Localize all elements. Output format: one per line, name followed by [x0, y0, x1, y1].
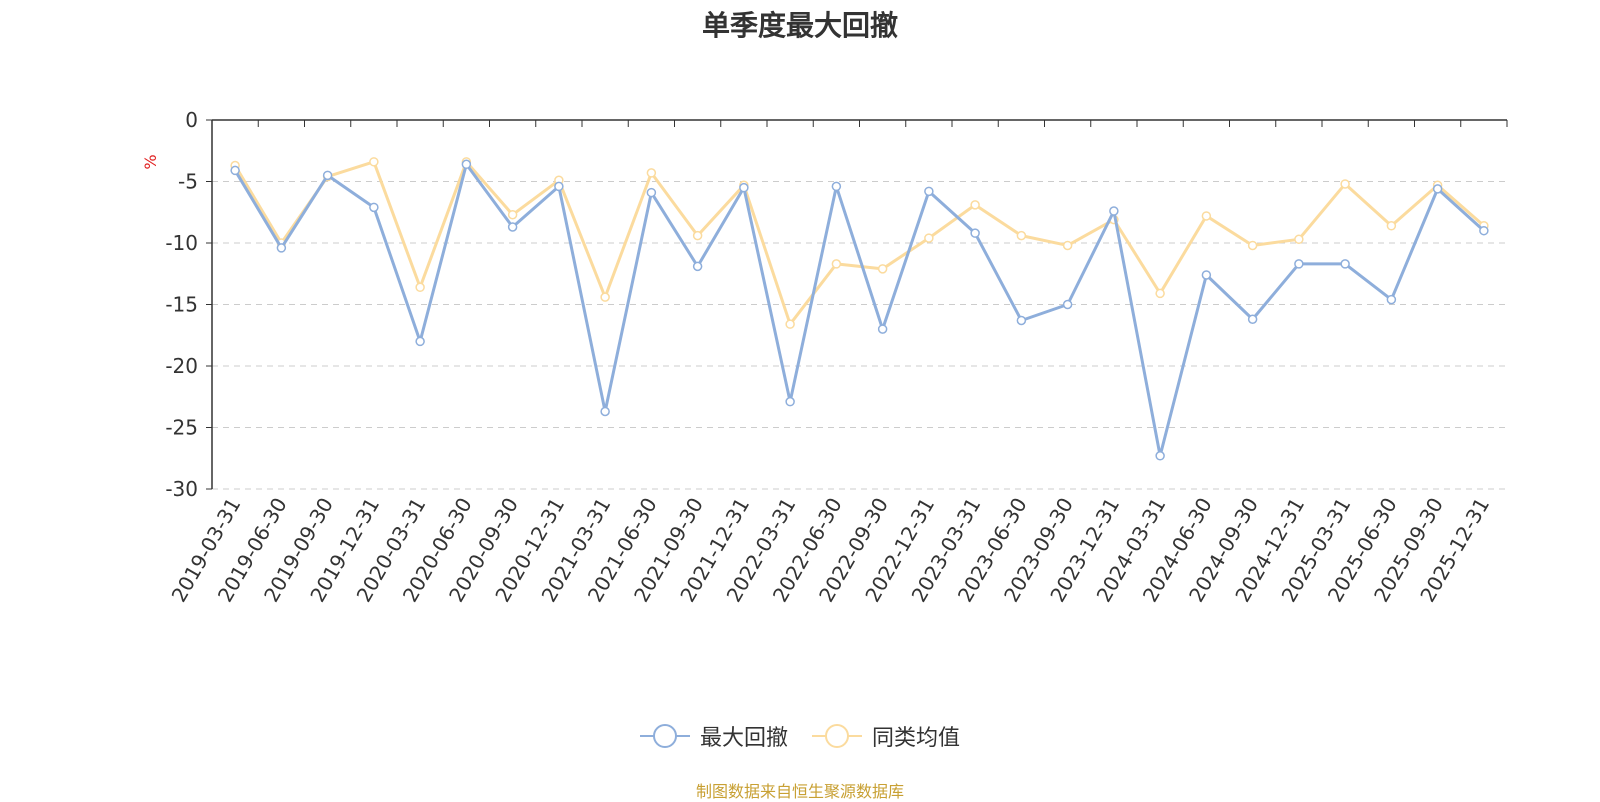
data-point-series-0[interactable] [600, 406, 610, 417]
data-point-series-0[interactable] [739, 182, 749, 193]
legend-label-series-0: 最大回撤 [699, 726, 788, 751]
data-point-series-1[interactable] [785, 319, 795, 329]
y-tick-label: -10 [165, 231, 198, 255]
data-point-series-0[interactable] [322, 170, 333, 181]
data-point-series-0[interactable] [692, 261, 703, 272]
data-point-series-0[interactable] [230, 165, 240, 176]
data-point-series-0[interactable] [877, 324, 888, 334]
data-point-series-1[interactable] [507, 209, 518, 220]
data-point-series-1[interactable] [1386, 221, 1397, 231]
data-point-series-1[interactable] [1201, 211, 1212, 221]
data-point-series-1[interactable] [646, 168, 657, 178]
data-point-series-0[interactable] [785, 396, 795, 407]
data-point-series-1[interactable] [831, 259, 842, 269]
legend-label-series-1: 同类均值 [872, 726, 961, 751]
data-point-series-0[interactable] [924, 186, 934, 197]
data-point-series-0[interactable] [1062, 299, 1073, 310]
data-point-series-0[interactable] [1340, 259, 1350, 269]
data-point-series-1[interactable] [877, 264, 888, 274]
data-point-series-0[interactable] [276, 243, 287, 253]
legend-item-series-1[interactable]: 同类均值 [812, 720, 960, 752]
data-point-series-0[interactable] [1294, 259, 1304, 269]
legend-item-series-0[interactable]: 最大回撤 [639, 720, 788, 752]
chart-title: 单季度最大回撤 [701, 9, 898, 42]
data-point-series-0[interactable] [970, 228, 980, 238]
data-point-series-0[interactable] [1247, 314, 1258, 325]
series-line-1 [233, 160, 1485, 326]
y-tick-label: -25 [165, 416, 198, 440]
y-tick-label: -30 [165, 477, 198, 501]
data-point-series-1[interactable] [1062, 240, 1073, 251]
data-point-series-1[interactable] [1155, 288, 1165, 299]
data-point-series-0[interactable] [1016, 315, 1027, 326]
data-point-series-0[interactable] [415, 336, 425, 347]
data-point-series-1[interactable] [1247, 240, 1258, 251]
data-point-series-1[interactable] [415, 282, 425, 293]
data-point-series-0[interactable] [554, 181, 564, 192]
data-point-series-0[interactable] [1386, 294, 1397, 305]
data-point-series-0[interactable] [1479, 225, 1489, 236]
data-point-series-0[interactable] [507, 222, 518, 232]
series-layer [230, 157, 1489, 461]
data-point-series-0[interactable] [646, 187, 657, 198]
data-point-series-0[interactable] [831, 181, 842, 192]
legend-line-circle-icon [812, 724, 862, 748]
data-point-series-0[interactable] [1109, 206, 1119, 216]
data-point-series-1[interactable] [1294, 234, 1304, 245]
legend: 最大回撤 同类均值 [0, 718, 1600, 754]
data-point-series-1[interactable] [1016, 230, 1027, 241]
data-point-series-0[interactable] [1155, 451, 1165, 461]
data-point-series-1[interactable] [924, 233, 934, 243]
data-point-series-0[interactable] [1201, 270, 1212, 280]
y-tick-label: -20 [165, 354, 198, 378]
data-point-series-0[interactable] [1432, 184, 1443, 194]
data-source-note: 制图数据来自恒生聚源数据库 [695, 782, 904, 801]
data-point-series-0[interactable] [461, 159, 472, 170]
y-tick-label: -15 [165, 293, 198, 317]
series-line-0 [233, 162, 1485, 458]
data-point-series-1[interactable] [1340, 179, 1350, 189]
y-tick-label: -5 [178, 170, 198, 194]
legend-line-circle-icon [639, 724, 690, 748]
grid-layer [212, 181, 1507, 490]
data-point-series-1[interactable] [970, 200, 980, 210]
data-point-series-1[interactable] [369, 157, 379, 167]
data-point-series-0[interactable] [369, 202, 379, 213]
y-tick-label: 0 [185, 108, 198, 132]
data-point-series-1[interactable] [600, 292, 610, 302]
y-axis-unit-label: % [141, 154, 160, 169]
data-point-series-1[interactable] [692, 230, 703, 241]
